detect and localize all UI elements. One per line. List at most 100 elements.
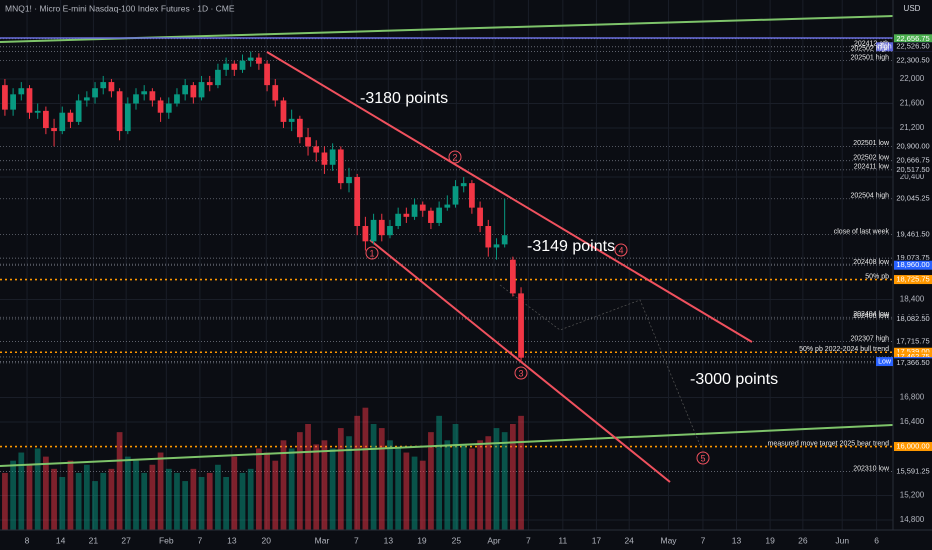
- price-tag-label: 22,300.50: [896, 56, 929, 65]
- level-label: 202502 high: [850, 45, 889, 52]
- candle-body: [206, 82, 213, 86]
- volume-bar: [10, 460, 16, 530]
- price-tag: [894, 336, 932, 346]
- symbol-title: MNQ1! · Micro E-mini Nasdaq-100 Index Fu…: [5, 3, 235, 13]
- candle-body: [346, 177, 352, 184]
- volume-bar: [256, 448, 262, 530]
- volume-bar: [346, 436, 352, 530]
- volume-bar: [387, 440, 393, 530]
- volume-bar: [149, 464, 156, 530]
- volume-bar: [337, 428, 344, 530]
- price-tag: [894, 194, 932, 204]
- candle-body: [296, 118, 303, 138]
- volume-bar: [329, 448, 336, 530]
- candle-body: [264, 63, 270, 86]
- volume-bar: [43, 456, 49, 530]
- volume-bar: [247, 468, 254, 530]
- candle-body: [223, 63, 229, 70]
- level-label: measured move target 2025 bear trend: [768, 440, 890, 447]
- candle-body: [477, 207, 483, 227]
- price-tag: [894, 42, 932, 52]
- candle-body: [501, 235, 508, 245]
- volume-bar: [444, 440, 451, 530]
- candle-body: [2, 85, 8, 110]
- candles: [2, 51, 524, 362]
- price-tag: [894, 34, 932, 44]
- price-tag: [894, 253, 932, 263]
- volume-bar: [124, 456, 131, 530]
- x-tick-label: Jun: [835, 535, 849, 545]
- price-tag-label: 17,715.75: [896, 336, 929, 345]
- volume-bar: [92, 481, 98, 530]
- candle-body: [182, 85, 189, 95]
- candle-body: [100, 82, 107, 89]
- price-tag-label: 19,073.75: [896, 253, 929, 262]
- volume-bar: [419, 460, 426, 530]
- marker-circle: [448, 150, 462, 164]
- marker-circle: [614, 243, 628, 257]
- volume-bar: [436, 415, 442, 530]
- x-tick-label: May: [660, 535, 677, 545]
- price-tag-label: 20,045.25: [896, 194, 929, 203]
- candle-body: [436, 207, 442, 223]
- candle-body: [157, 100, 164, 113]
- candle-body: [321, 152, 328, 165]
- volume-bar: [165, 468, 172, 530]
- volume-bar: [296, 432, 303, 530]
- candle-body: [460, 183, 467, 187]
- x-tick-label: 6: [874, 535, 879, 545]
- annotation: -3180 points: [360, 90, 448, 107]
- volume-bar: [477, 440, 483, 530]
- candle-body: [165, 103, 172, 113]
- volume-bar: [501, 432, 508, 530]
- level-label: 202406 low: [853, 313, 890, 320]
- candle-body: [280, 100, 287, 122]
- projection: [499, 284, 701, 446]
- candle-body: [452, 186, 459, 205]
- marker-circle: [696, 451, 710, 465]
- candle-body: [83, 97, 90, 101]
- volume-bar: [411, 456, 418, 530]
- candle-body: [43, 110, 49, 129]
- candle-body: [493, 244, 500, 248]
- tag-label: High: [877, 44, 892, 51]
- candle-body: [419, 204, 426, 211]
- candle-body: [395, 213, 402, 227]
- level-label: 202307 high: [850, 335, 889, 342]
- volume-bar: [223, 477, 229, 530]
- candle-body: [509, 259, 516, 294]
- candle-body: [428, 210, 434, 223]
- x-tick-label: 13: [227, 535, 237, 545]
- volume-bar: [133, 460, 139, 530]
- volume-bar: [116, 432, 123, 530]
- x-tick-label: 7: [354, 535, 359, 545]
- y-tick-label: 14,800: [900, 515, 925, 524]
- marker-label: 2: [452, 152, 457, 162]
- volume-bar: [2, 472, 8, 530]
- volume-bar: [485, 436, 492, 530]
- volume-bar: [460, 444, 467, 530]
- x-tick-label: Apr: [487, 535, 500, 545]
- volume-bar: [100, 472, 107, 530]
- level-label: 50% pb: [865, 273, 889, 280]
- x-tick-label: 13: [384, 535, 394, 545]
- level-label: 202501 low: [853, 140, 890, 147]
- axis-labels: 22,000 21,600 21,200 20,400 18,400 16,800 16,4…: [25, 34, 932, 545]
- price-tag-label: 17,462.75: [896, 352, 929, 361]
- volume-bar: [157, 452, 164, 530]
- x-tick-label: 17: [592, 535, 602, 545]
- candle-body: [34, 110, 41, 113]
- channel-line: [369, 239, 671, 483]
- candle-body: [18, 88, 25, 95]
- y-tick-label: 16,400: [900, 417, 925, 426]
- price-tag-label: 18,960.00: [896, 260, 929, 269]
- price-tag: [894, 275, 932, 285]
- y-tick-label: 15,200: [900, 491, 925, 500]
- volume-bar: [452, 424, 459, 530]
- x-tick-label: 26: [798, 535, 808, 545]
- level-label: 202502 low: [853, 155, 890, 162]
- price-tag-label: 17,539.00: [896, 347, 929, 356]
- volume-bar: [493, 428, 500, 530]
